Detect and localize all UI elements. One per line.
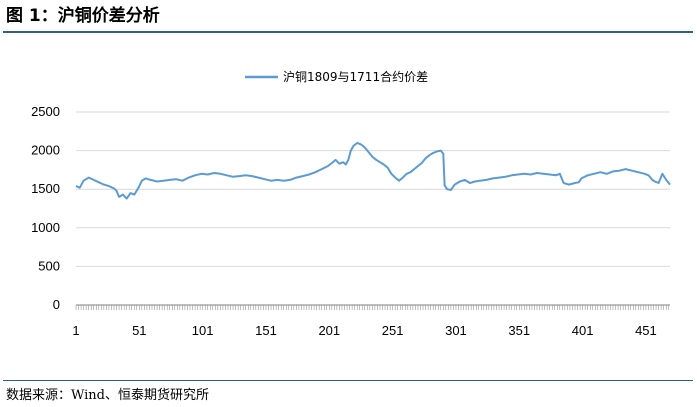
y-tick-label: 1500 xyxy=(31,181,60,196)
y-tick-label: 1000 xyxy=(31,220,60,235)
gridlines xyxy=(76,111,670,267)
header-rule xyxy=(3,31,693,33)
y-tick-label: 0 xyxy=(53,297,60,312)
x-tick-label: 451 xyxy=(635,323,657,338)
x-tick-label: 351 xyxy=(508,323,530,338)
x-tick-label: 101 xyxy=(192,323,214,338)
x-tick-label: 151 xyxy=(255,323,277,338)
y-tick-label: 500 xyxy=(38,258,60,273)
x-tick-label: 51 xyxy=(132,323,146,338)
y-tick-label: 2000 xyxy=(31,143,60,158)
x-tick-label: 301 xyxy=(445,323,467,338)
y-tick-label: 2500 xyxy=(31,104,60,119)
figure-title: 图 1：沪铜价差分析 xyxy=(6,6,160,26)
legend: 沪铜1809与1711合约价差 xyxy=(245,69,428,84)
x-tick-label: 251 xyxy=(382,323,404,338)
source-note: 数据来源：Wind、恒泰期货研究所 xyxy=(6,388,209,403)
legend-label: 沪铜1809与1711合约价差 xyxy=(283,69,428,84)
series-line-0 xyxy=(75,141,671,200)
footer-rule xyxy=(3,380,693,381)
x-tick-label: 201 xyxy=(318,323,340,338)
x-tick-label: 1 xyxy=(72,323,79,338)
x-tick-label: 401 xyxy=(572,323,594,338)
series-layer xyxy=(75,141,671,200)
